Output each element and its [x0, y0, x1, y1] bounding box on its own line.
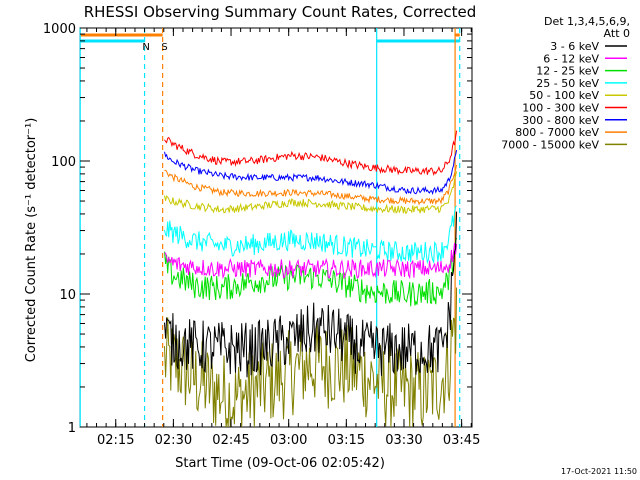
x-tick-label: 02:45	[212, 433, 249, 448]
y-tick-label: 100	[51, 155, 76, 170]
legend-entry-label: 100 - 300 keV	[522, 102, 599, 115]
legend-entry-label: 300 - 800 keV	[522, 114, 599, 127]
x-tick-label: 03:45	[443, 433, 480, 448]
legend-entry-label: 25 - 50 keV	[536, 77, 599, 90]
series-line	[164, 205, 457, 265]
y-tick-label: 10	[59, 288, 76, 303]
series-line	[164, 237, 458, 307]
series-line	[164, 149, 458, 196]
series-line	[164, 287, 458, 428]
legend-entry-label: 12 - 25 keV	[536, 65, 599, 78]
chart-title: RHESSI Observing Summary Count Rates, Co…	[84, 3, 477, 21]
x-tick-label: 03:30	[385, 433, 422, 448]
legend-entry-label: 800 - 7000 keV	[515, 126, 599, 139]
legend-entry-label: 7000 - 15000 keV	[501, 138, 599, 151]
x-tick-label: 03:00	[270, 433, 307, 448]
y-axis: 1 10 100 1000	[43, 22, 472, 436]
legend-entry-label: 6 - 12 keV	[543, 52, 599, 65]
series-line	[164, 130, 458, 176]
annotation-N: N	[142, 42, 149, 53]
x-tick-label: 02:30	[155, 433, 192, 448]
series-line	[164, 211, 458, 378]
series-line	[164, 171, 458, 214]
legend-header: Det 1,3,4,5,6,9,	[544, 15, 630, 28]
footer-timestamp: 17-Oct-2021 11:50	[561, 467, 637, 476]
series-line	[164, 164, 458, 206]
legend-entry-label: 3 - 6 keV	[550, 40, 599, 53]
legend-header: Att 0	[604, 27, 630, 40]
series-line	[164, 242, 458, 280]
y-tick-label: 1	[68, 421, 76, 436]
x-tick-label: 03:15	[328, 433, 365, 448]
x-axis-label: Start Time (09-Oct-06 02:05:42)	[175, 456, 385, 471]
x-tick-label: 02:15	[97, 433, 134, 448]
y-tick-label: 1000	[43, 22, 76, 37]
x-axis: 02:15 02:30 02:45 03:00 03:15 03:30 03:45	[86, 28, 480, 448]
legend-entry-label: 50 - 100 keV	[529, 89, 599, 102]
y-axis-label: Corrected Count Rate (s⁻¹ detector⁻¹)	[24, 118, 39, 363]
annotation-S: S	[161, 42, 167, 53]
